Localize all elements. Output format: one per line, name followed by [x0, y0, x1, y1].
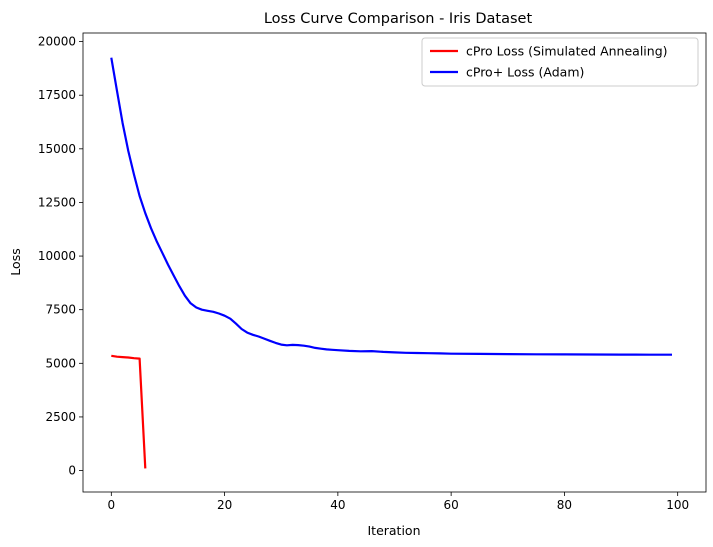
series-line-0: [111, 354, 147, 469]
series-line-1: [110, 57, 672, 356]
y-tick-label: 12500: [38, 195, 76, 209]
y-tick-label: 0: [68, 464, 76, 478]
y-tick-label: 2500: [45, 410, 76, 424]
y-tick-label: 7500: [45, 303, 76, 317]
plot-area: [82, 32, 707, 493]
y-tick-label: 10000: [38, 249, 76, 263]
legend-label-0: cPro Loss (Simulated Annealing): [466, 44, 668, 59]
legend-box: [421, 37, 699, 87]
y-axis-title: Loss: [8, 248, 23, 275]
y-tick-label: 5000: [45, 356, 76, 370]
chart-title: Loss Curve Comparison - Iris Dataset: [264, 11, 533, 27]
y-axis-ticks: 0 2500 5000 7500 10000 12500 15000 17500 20000: [38, 35, 83, 478]
x-tick-label: 20: [217, 498, 232, 512]
x-tick-label: 60: [443, 498, 458, 512]
legend: cPro Loss (Simulated Annealing) cPro+ Los…: [421, 37, 699, 87]
y-tick-label: 15000: [38, 142, 76, 156]
x-axis-ticks: 0 20 40 60 80 100: [107, 492, 689, 512]
legend-label-1: cPro+ Loss (Adam): [466, 65, 584, 80]
x-tick-label: 80: [557, 498, 572, 512]
x-tick-label: 40: [330, 498, 345, 512]
x-tick-label: 0: [107, 498, 115, 512]
y-tick-label: 17500: [38, 88, 76, 102]
x-tick-label: 100: [666, 498, 689, 512]
series-lines: [110, 57, 672, 469]
y-tick-label: 20000: [38, 35, 76, 49]
x-axis-title: Iteration: [367, 523, 420, 538]
